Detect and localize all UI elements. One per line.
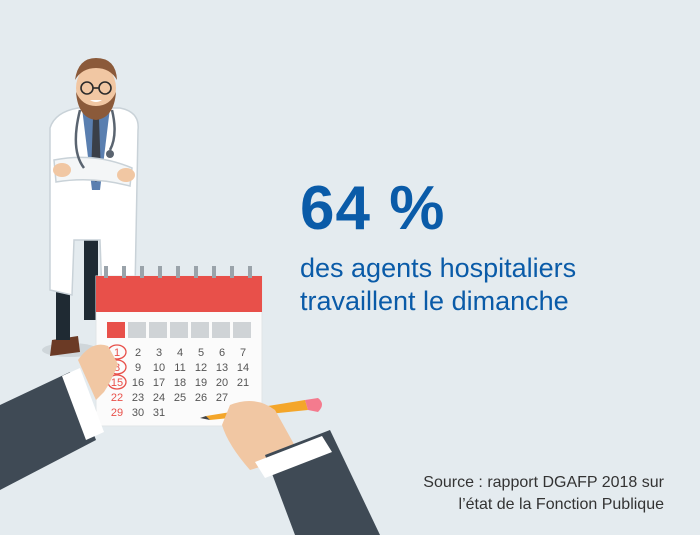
- calendar-day: 10: [153, 362, 165, 374]
- calendar-day: 29: [111, 407, 123, 419]
- statistic-description: des agents hospitaliers travaillent le d…: [300, 253, 577, 316]
- statistic-value: 64 %: [300, 174, 446, 243]
- calendar-day: 26: [195, 392, 207, 404]
- calendar-day: 16: [132, 377, 144, 389]
- calendar-day: 13: [216, 362, 228, 374]
- calendar-day: 5: [198, 347, 204, 359]
- calendar-day: 22: [111, 392, 123, 404]
- source-line-1: Source : rapport DGAFP 2018 sur: [423, 474, 664, 491]
- calendar-day: 8: [114, 362, 120, 374]
- calendar-day: 9: [135, 362, 141, 374]
- calendar-day: 12: [195, 362, 207, 374]
- source-note: Source : rapport DGAFP 2018 sur l’état d…: [344, 472, 664, 516]
- writing-hand: [222, 401, 380, 535]
- calendar-day: 30: [132, 407, 144, 419]
- calendar-day: 18: [174, 377, 186, 389]
- calendar-day: 25: [174, 392, 186, 404]
- calendar-day: 17: [153, 377, 165, 389]
- calendar-day: 23: [132, 392, 144, 404]
- calendar-day: 15: [111, 377, 123, 389]
- calendar-day: 11: [174, 362, 185, 374]
- calendar-rings: [104, 266, 252, 278]
- calendar-day: 19: [195, 377, 207, 389]
- calendar-day: 24: [153, 392, 165, 404]
- calendar-day: 1: [114, 347, 120, 359]
- calendar-day: 21: [237, 377, 249, 389]
- calendar-day: 6: [219, 347, 225, 359]
- calendar-day: 27: [216, 392, 228, 404]
- calendar-day: 14: [237, 362, 249, 374]
- calendar-day: 4: [177, 347, 183, 359]
- hand-icon: [0, 344, 118, 490]
- calendar-day: 31: [153, 407, 165, 419]
- calendar-day: 20: [216, 377, 228, 389]
- calendar-day: 2: [135, 347, 141, 359]
- calendar-day: 7: [240, 347, 246, 359]
- doctor-illustration: [42, 58, 139, 357]
- source-line-2: l’état de la Fonction Publique: [458, 496, 664, 513]
- calendar-day: 3: [156, 347, 162, 359]
